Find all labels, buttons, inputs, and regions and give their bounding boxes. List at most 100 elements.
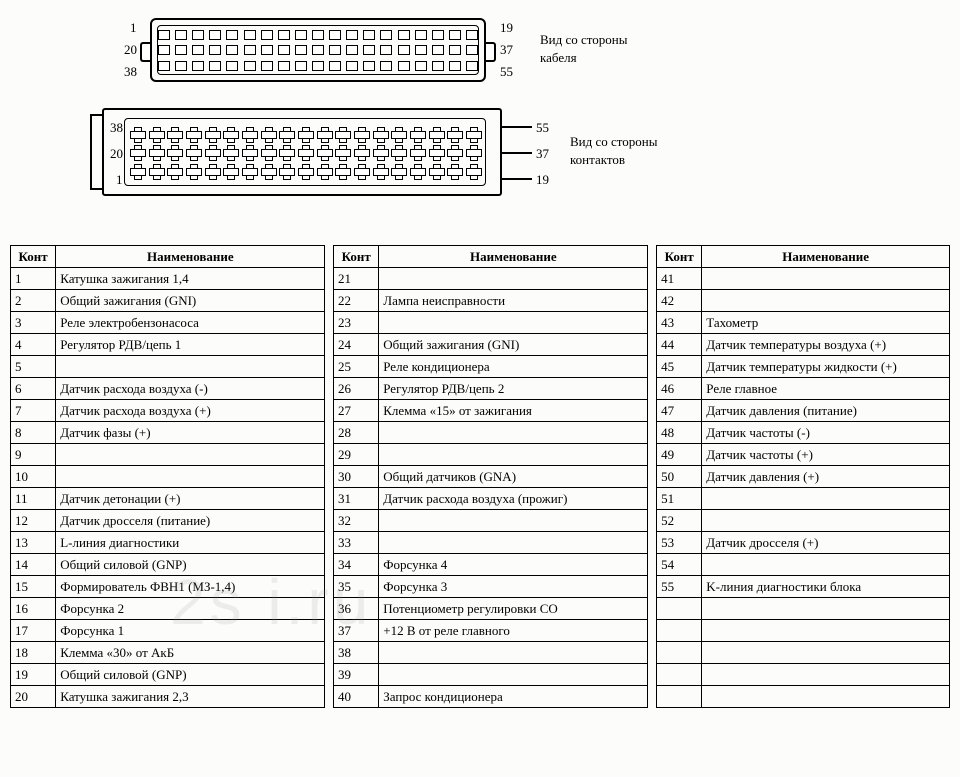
- pin-name: Общий зажигания (GNI): [379, 334, 648, 356]
- pin-name: [702, 290, 950, 312]
- pin-name: [379, 312, 648, 334]
- th-pin-1: Конт: [11, 246, 56, 268]
- pin-name: Форсунка 2: [56, 598, 325, 620]
- pin-number: 43: [657, 312, 702, 334]
- pin-name: [379, 444, 648, 466]
- table-header-row: Конт Наименование Конт Наименование Конт…: [11, 246, 950, 268]
- conn1-left-38: 38: [124, 64, 137, 80]
- conn1-left-1: 1: [130, 20, 137, 36]
- pin-name: Датчик дросселя (+): [702, 532, 950, 554]
- pin-name: L-линия диагностики: [56, 532, 325, 554]
- table-row: 20Катушка зажигания 2,3 40Запрос кондицио…: [11, 686, 950, 708]
- table-row: 13L-линия диагностики3353Датчик дросселя…: [11, 532, 950, 554]
- table-row: 11Датчик детонации (+) 31Датчик расхода в…: [11, 488, 950, 510]
- pin-number: 31: [334, 488, 379, 510]
- pin-name: [702, 554, 950, 576]
- pin-name: K-линия диагностики блока: [702, 576, 950, 598]
- conn2-caption-1: Вид со стороны: [570, 134, 657, 150]
- conn1-left-20: 20: [124, 42, 137, 58]
- pin-number: [657, 664, 702, 686]
- pin-name: Датчик давления (+): [702, 466, 950, 488]
- pin-number: 23: [334, 312, 379, 334]
- conn2-right-55: 55: [536, 120, 549, 136]
- conn2-right-19: 19: [536, 172, 549, 188]
- pin-number: 21: [334, 268, 379, 290]
- pin-number: 8: [11, 422, 56, 444]
- pin-name: Запрос кондиционера: [379, 686, 648, 708]
- pin-name: [379, 510, 648, 532]
- th-pin-3: Конт: [657, 246, 702, 268]
- pin-name: Датчик расхода воздуха (прожиг): [379, 488, 648, 510]
- pin-name: Датчик частоты (-): [702, 422, 950, 444]
- pin-number: 20: [11, 686, 56, 708]
- pinout-table: Конт Наименование Конт Наименование Конт…: [10, 245, 950, 708]
- conn1-right-19: 19: [500, 20, 513, 36]
- th-name-2: Наименование: [379, 246, 648, 268]
- pin-name: Датчик расхода воздуха (-): [56, 378, 325, 400]
- pin-number: 11: [11, 488, 56, 510]
- pin-name: Формирователь ФВН1 (МЗ-1,4): [56, 576, 325, 598]
- pin-number: 46: [657, 378, 702, 400]
- pin-number: 47: [657, 400, 702, 422]
- table-row: 4Регулятор РДВ/цепь 124Общий зажигания (…: [11, 334, 950, 356]
- pin-name: Форсунка 3: [379, 576, 648, 598]
- table-row: 16Форсунка 236Потенциометр регулировки С…: [11, 598, 950, 620]
- pin-number: 19: [11, 664, 56, 686]
- conn1-caption-1: Вид со стороны: [540, 32, 627, 48]
- table-row: 14Общий силовой (GNP)34Форсунка 454: [11, 554, 950, 576]
- pin-name: [702, 488, 950, 510]
- pin-number: [657, 620, 702, 642]
- pin-number: 26: [334, 378, 379, 400]
- pin-name: Форсунка 4: [379, 554, 648, 576]
- pin-name: Реле главное: [702, 378, 950, 400]
- pin-number: 9: [11, 444, 56, 466]
- pin-name: Датчик детонации (+): [56, 488, 325, 510]
- pin-name: [702, 664, 950, 686]
- pin-number: 44: [657, 334, 702, 356]
- table-row: 92949Датчик частоты (+): [11, 444, 950, 466]
- pin-name: Реле электробензонасоса: [56, 312, 325, 334]
- pin-number: 35: [334, 576, 379, 598]
- pin-number: 16: [11, 598, 56, 620]
- conn2-caption-2: контактов: [570, 152, 625, 168]
- table-row: 18Клемма «30» от АкБ38: [11, 642, 950, 664]
- pin-name: Датчик температуры жидкости (+): [702, 356, 950, 378]
- pin-name: [702, 620, 950, 642]
- pin-name: Тахометр: [702, 312, 950, 334]
- connector-cable-side: [150, 18, 486, 82]
- pin-number: 12: [11, 510, 56, 532]
- pin-number: 17: [11, 620, 56, 642]
- pin-name: [379, 422, 648, 444]
- conn1-right-55: 55: [500, 64, 513, 80]
- pin-name: Лампа неисправности: [379, 290, 648, 312]
- conn1-caption-2: кабеля: [540, 50, 577, 66]
- pin-name: Датчик фазы (+): [56, 422, 325, 444]
- pin-number: 40: [334, 686, 379, 708]
- pin-name: Датчик расхода воздуха (+): [56, 400, 325, 422]
- pin-name: Общий силовой (GNP): [56, 554, 325, 576]
- pin-name: [702, 642, 950, 664]
- pin-name: [56, 444, 325, 466]
- pin-number: 14: [11, 554, 56, 576]
- pin-number: 24: [334, 334, 379, 356]
- pin-number: 2: [11, 290, 56, 312]
- pin-name: Катушка зажигания 1,4: [56, 268, 325, 290]
- pin-name: Катушка зажигания 2,3: [56, 686, 325, 708]
- table-row: 6Датчик расхода воздуха (-)26Регулятор Р…: [11, 378, 950, 400]
- table-row: 7Датчик расхода воздуха (+)27Клемма «15»…: [11, 400, 950, 422]
- pin-number: [657, 598, 702, 620]
- pin-number: 1: [11, 268, 56, 290]
- pin-number: 22: [334, 290, 379, 312]
- pin-number: 7: [11, 400, 56, 422]
- pin-name: Форсунка 1: [56, 620, 325, 642]
- pin-number: 13: [11, 532, 56, 554]
- pin-name: Клемма «30» от АкБ: [56, 642, 325, 664]
- pin-name: Датчик дросселя (питание): [56, 510, 325, 532]
- pin-name: Датчик давления (питание): [702, 400, 950, 422]
- pin-name: [379, 268, 648, 290]
- pin-number: 32: [334, 510, 379, 532]
- pin-name: [702, 598, 950, 620]
- connector-contact-side: [90, 108, 520, 196]
- pin-number: 36: [334, 598, 379, 620]
- table-row: 3Реле электробензонасоса2343Тахометр: [11, 312, 950, 334]
